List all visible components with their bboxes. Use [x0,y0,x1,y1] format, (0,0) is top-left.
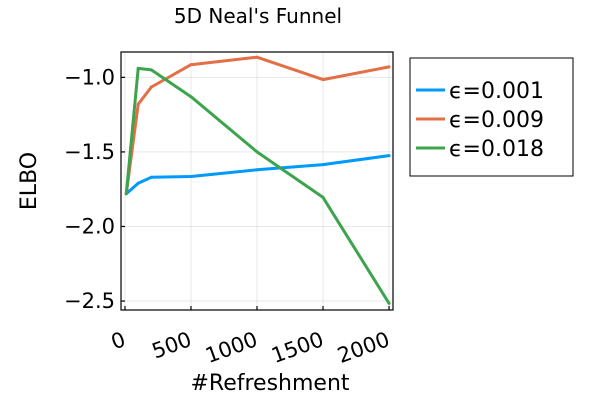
axis-ticks: 0 500 1000 1500 2000 −2.5 −2.0 −1.5 −1.0 [64,65,393,368]
legend-label: ϵ=0.009 [449,108,544,133]
legend-box [409,57,574,177]
data-point [387,301,391,305]
series-line [124,66,391,305]
x-tick-label: 0 [108,327,129,354]
data-point [255,55,259,59]
x-axis-label: #Refreshment [190,371,349,396]
data-point [255,168,259,172]
data-series [124,55,391,305]
y-tick-label: −2.5 [64,289,115,313]
data-point [387,154,391,158]
y-tick-label: −1.0 [64,65,115,89]
data-point [136,181,140,185]
series-3 [124,66,391,305]
data-point [189,175,193,179]
legend: ϵ=0.001 ϵ=0.009 ϵ=0.018 [409,57,574,177]
data-point [255,150,259,154]
data-point [149,175,153,179]
data-point [136,102,140,106]
y-axis-label: ELBO [17,152,42,210]
data-point [387,65,391,69]
series-2 [124,55,391,196]
legend-label: ϵ=0.001 [449,79,544,104]
data-point [321,78,325,82]
data-point [189,95,193,99]
data-point [321,163,325,167]
data-point [124,192,128,196]
data-point [149,68,153,72]
x-tick-label: 1500 [268,327,326,368]
grid-lines [121,52,393,310]
chart-title: 5D Neal's Funnel [174,4,342,28]
data-point [189,63,193,67]
data-point [321,195,325,199]
x-tick-label: 500 [149,327,195,363]
x-tick-label: 1000 [202,327,260,368]
series-line [124,154,391,196]
y-tick-label: −2.0 [64,214,115,238]
y-tick-label: −1.5 [64,140,115,164]
x-tick-label: 2000 [334,327,392,368]
legend-label: ϵ=0.018 [449,137,544,162]
data-point [149,85,153,89]
data-point [136,66,140,70]
series-1 [124,154,391,196]
